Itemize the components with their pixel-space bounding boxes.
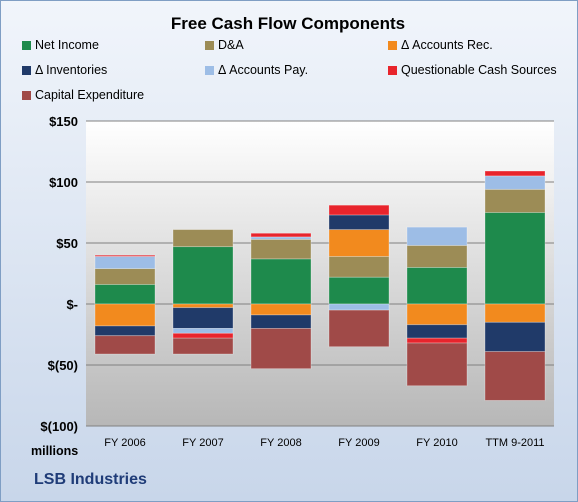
legend-item: Δ Accounts Rec.: [388, 38, 493, 52]
y-tick-label: $(100): [40, 419, 78, 434]
bar-segment: [250, 314, 312, 329]
bar-segment: [406, 342, 468, 387]
bar-segment: [328, 276, 390, 305]
legend-label: Capital Expenditure: [35, 88, 145, 102]
x-tick-label: FY 2007: [182, 437, 223, 449]
bar-segment: [328, 229, 390, 257]
bar-segment: [94, 268, 156, 285]
bar-segment: [250, 327, 312, 370]
y-tick-label: $100: [49, 175, 78, 190]
bar-segment: [484, 321, 546, 352]
legend-swatch: [22, 41, 31, 50]
bar-segment: [172, 303, 234, 309]
bar-segment: [94, 325, 156, 337]
chart-title: Free Cash Flow Components: [170, 14, 406, 33]
bar-segment: [484, 188, 546, 213]
bar-segment: [172, 307, 234, 329]
legend-item: Net Income: [22, 38, 99, 52]
x-tick-label: FY 2008: [260, 437, 301, 449]
bar-segment: [94, 303, 156, 327]
legend-label: Δ Accounts Pay.: [218, 63, 309, 77]
bar-segment: [406, 266, 468, 305]
legend-item: Δ Inventories: [22, 63, 107, 77]
bar-segment: [406, 337, 468, 344]
bar-segment: [172, 327, 234, 334]
x-tick-label: FY 2009: [338, 437, 379, 449]
bar-segment: [94, 335, 156, 355]
y-tick-label: $-: [66, 297, 78, 312]
bar-segment: [172, 332, 234, 339]
legend-swatch: [22, 66, 31, 75]
legend-label: Questionable Cash Sources: [401, 63, 557, 77]
bar-segment: [484, 175, 546, 190]
bar-segment: [484, 170, 546, 177]
bar-segment: [250, 238, 312, 260]
legend-item: Capital Expenditure: [22, 88, 144, 102]
legend-label: Net Income: [35, 38, 99, 52]
legend-swatch: [388, 41, 397, 50]
legend-item: Δ Accounts Pay.: [205, 63, 308, 77]
y-tick-label: $50: [56, 236, 78, 251]
legend-swatch: [388, 66, 397, 75]
legend-swatch: [22, 91, 31, 100]
bar-segment: [172, 246, 234, 305]
legend-swatch: [205, 41, 214, 50]
bar-segment: [406, 324, 468, 339]
bar-segment: [94, 284, 156, 305]
bar-segment: [250, 258, 312, 305]
bar-segment: [172, 229, 234, 248]
bar-segment: [328, 214, 390, 230]
plot-area: [86, 121, 554, 426]
bar-segment: [328, 204, 390, 216]
x-tick-label: FY 2006: [104, 437, 145, 449]
bar-segment: [172, 337, 234, 355]
bar-segment: [406, 303, 468, 326]
company-name: LSB Industries: [34, 471, 147, 488]
bar-segment: [328, 309, 390, 348]
legend-label: D&A: [218, 38, 244, 52]
x-tick-label: FY 2010: [416, 437, 457, 449]
bar-segment: [328, 303, 390, 311]
bar-segment: [94, 256, 156, 270]
bar-segment: [484, 212, 546, 305]
y-tick-label: $150: [49, 114, 78, 129]
bar-segment: [94, 254, 156, 257]
bar-segment: [484, 303, 546, 323]
y-axis-unit-label: millions: [31, 444, 79, 458]
bar-segment: [328, 256, 390, 278]
legend-label: Δ Inventories: [35, 63, 108, 77]
legend-swatch: [205, 66, 214, 75]
bar-segment: [406, 226, 468, 246]
y-tick-label: $(50): [48, 358, 78, 373]
bar-segment: [250, 303, 312, 316]
legend-item: D&A: [205, 38, 244, 52]
legend-label: Δ Accounts Rec.: [401, 38, 493, 52]
legend-item: Questionable Cash Sources: [388, 63, 557, 77]
bar-segment: [406, 245, 468, 268]
bar-segment: [250, 232, 312, 238]
x-tick-label: TTM 9-2011: [485, 437, 544, 449]
bar-segment: [484, 351, 546, 401]
